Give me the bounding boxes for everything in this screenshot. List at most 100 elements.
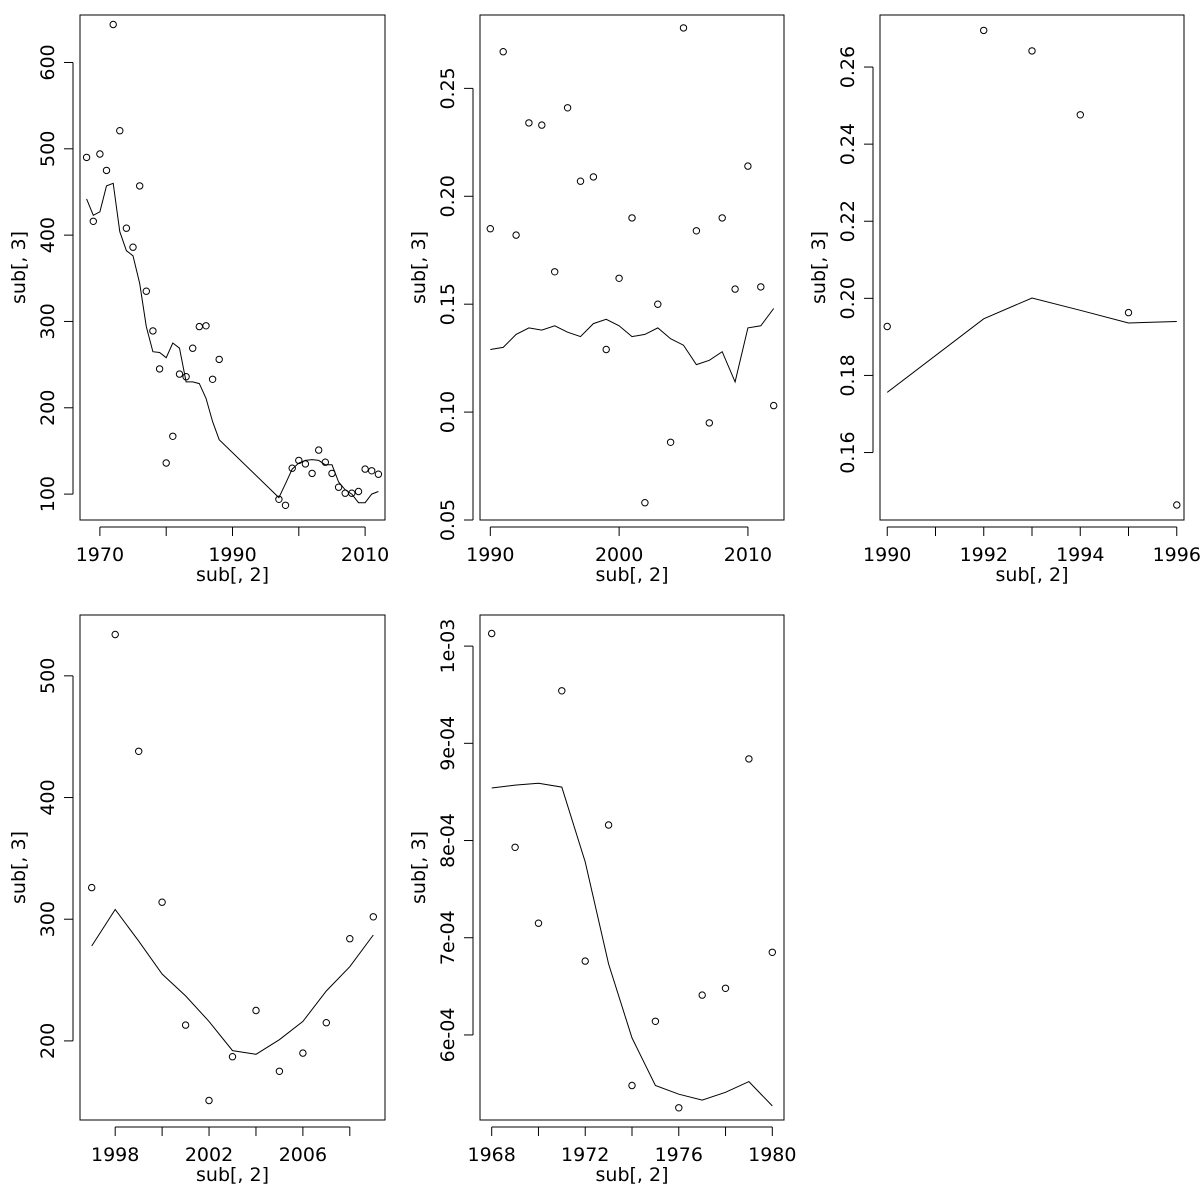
y-tick-label: 9e-04 bbox=[437, 716, 459, 771]
x-tick-label: 2002 bbox=[185, 1144, 233, 1166]
data-point bbox=[538, 121, 546, 129]
y-axis-label: sub[, 3] bbox=[408, 231, 430, 304]
fitted-line bbox=[91, 908, 374, 1055]
x-tick-label: 2010 bbox=[724, 544, 772, 566]
data-point bbox=[770, 401, 778, 410]
data-point bbox=[721, 984, 730, 992]
data-point bbox=[757, 283, 765, 291]
x-tick-label: 1998 bbox=[91, 1144, 139, 1166]
data-point bbox=[346, 935, 354, 943]
data-point bbox=[228, 1053, 237, 1061]
data-point bbox=[1124, 308, 1133, 317]
x-tick-label: 2010 bbox=[341, 544, 389, 566]
panel-3: 1990 1992 1994 1996 0.16 0.18 0.20 0.22 0.24 0.26… bbox=[808, 14, 1200, 586]
data-point bbox=[308, 469, 316, 478]
plot-frame bbox=[479, 14, 785, 521]
y-tick-label: 0.26 bbox=[837, 46, 859, 88]
data-point bbox=[369, 913, 377, 921]
data-point bbox=[129, 243, 137, 251]
data-point bbox=[252, 1006, 260, 1015]
data-point bbox=[109, 20, 117, 29]
y-tick-label: 400 bbox=[37, 779, 59, 815]
data-point bbox=[581, 957, 589, 965]
y-axis-label: sub[, 3] bbox=[8, 831, 30, 904]
data-point bbox=[215, 355, 223, 364]
data-point bbox=[149, 327, 157, 335]
data-point bbox=[195, 322, 204, 331]
y-tick-label: 200 bbox=[37, 1023, 59, 1059]
plot-frame bbox=[79, 14, 386, 521]
data-point bbox=[89, 217, 98, 226]
y-tick-label: 1e-03 bbox=[437, 619, 459, 674]
data-point bbox=[604, 821, 613, 829]
data-point bbox=[334, 483, 343, 491]
data-point bbox=[980, 26, 988, 35]
data-point bbox=[288, 464, 296, 472]
data-point bbox=[205, 1096, 213, 1105]
panel-1: 1970 1990 2010 100 200 300 400 500 600 sub[, 2] su… bbox=[8, 14, 389, 586]
y-tick-label: 0.10 bbox=[437, 391, 459, 433]
x-axis-label: sub[, 2] bbox=[196, 1164, 269, 1186]
data-point bbox=[96, 150, 104, 158]
y-tick-label: 500 bbox=[37, 658, 59, 694]
data-point bbox=[589, 173, 598, 181]
x-tick-label: 2006 bbox=[279, 1144, 327, 1166]
x-tick-label: 1992 bbox=[960, 544, 1008, 566]
data-point bbox=[698, 991, 706, 999]
data-point bbox=[189, 344, 197, 352]
y-tick-label: 0.16 bbox=[837, 431, 859, 473]
data-point bbox=[162, 459, 170, 467]
data-point bbox=[563, 104, 572, 112]
data-point bbox=[354, 487, 363, 496]
panel-2: 1990 2000 2010 0.05 0.10 0.15 0.20 0.25 sub[, 2]… bbox=[408, 14, 785, 586]
data-point bbox=[275, 1067, 284, 1076]
data-point bbox=[208, 375, 217, 383]
data-point bbox=[641, 499, 649, 507]
y-tick-label: 300 bbox=[37, 901, 59, 937]
data-point bbox=[182, 373, 190, 381]
data-point bbox=[322, 1019, 330, 1027]
data-point bbox=[88, 883, 96, 892]
fitted-line bbox=[886, 297, 1177, 393]
data-point bbox=[82, 153, 91, 162]
data-point bbox=[883, 322, 891, 331]
data-point bbox=[692, 227, 701, 235]
y-tick-label: 6e-04 bbox=[437, 1008, 459, 1063]
x-tick-label: 2000 bbox=[595, 544, 643, 566]
data-point bbox=[511, 843, 519, 851]
y-tick-label: 0.22 bbox=[837, 200, 859, 242]
data-point bbox=[675, 1104, 683, 1112]
data-point bbox=[488, 629, 496, 638]
x-axis-label: sub[, 2] bbox=[196, 564, 269, 586]
data-point bbox=[1173, 501, 1181, 509]
data-point bbox=[136, 182, 144, 190]
x-tick-label: 1990 bbox=[208, 544, 256, 566]
data-point bbox=[281, 501, 290, 509]
data-point bbox=[169, 432, 177, 440]
data-point bbox=[679, 24, 688, 32]
data-point bbox=[628, 1081, 636, 1090]
data-point bbox=[525, 119, 533, 127]
data-point bbox=[1076, 111, 1085, 119]
data-point bbox=[102, 166, 111, 175]
data-point bbox=[368, 467, 376, 475]
x-tick-label: 1996 bbox=[1153, 544, 1200, 566]
data-point bbox=[602, 345, 610, 354]
data-point bbox=[155, 365, 164, 373]
data-point bbox=[122, 224, 131, 232]
data-point bbox=[654, 300, 662, 308]
data-point bbox=[666, 438, 675, 446]
fitted-line bbox=[491, 782, 773, 1107]
data-point bbox=[486, 225, 494, 233]
data-point bbox=[181, 1021, 190, 1029]
plot-frame bbox=[879, 14, 1185, 521]
data-point bbox=[551, 268, 559, 276]
y-tick-label: 0.20 bbox=[437, 175, 459, 217]
y-tick-label: 400 bbox=[37, 217, 59, 253]
y-tick-label: 500 bbox=[37, 131, 59, 167]
x-tick-label: 1994 bbox=[1056, 544, 1104, 566]
data-point bbox=[374, 470, 383, 478]
data-point bbox=[651, 1017, 660, 1025]
x-tick-label: 1976 bbox=[655, 1144, 703, 1166]
y-tick-label: 200 bbox=[37, 390, 59, 426]
